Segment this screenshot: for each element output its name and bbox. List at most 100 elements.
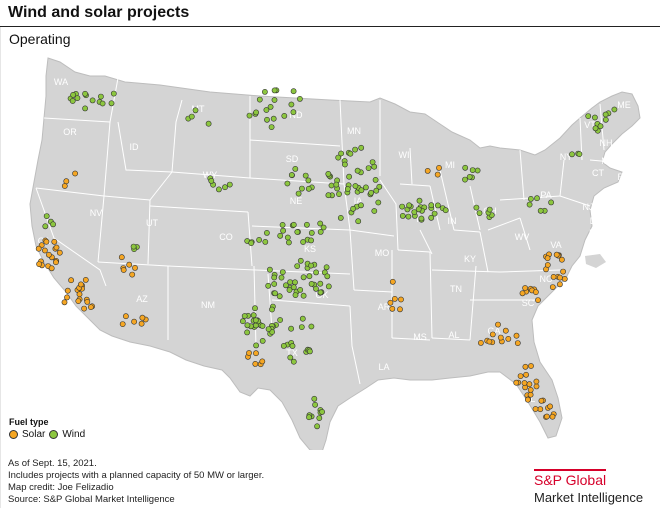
wind-project-dot xyxy=(344,186,351,192)
wind-project-dot xyxy=(358,202,364,209)
wind-project-dot xyxy=(74,95,81,101)
wind-project-dot xyxy=(82,105,88,112)
wind-project-dot xyxy=(281,113,288,119)
wind-project-dot xyxy=(347,150,354,157)
wind-project-dot xyxy=(548,199,554,206)
solar-project-dot xyxy=(51,238,58,245)
solar-project-dot xyxy=(544,413,550,420)
wind-project-dot xyxy=(244,322,251,329)
wind-project-dot xyxy=(288,101,295,108)
solar-project-dot xyxy=(391,295,398,302)
wind-project-dot xyxy=(271,274,278,281)
wind-project-dot xyxy=(352,146,358,153)
wind-project-dot xyxy=(279,221,286,228)
wind-project-dot xyxy=(362,184,369,191)
solar-project-dot xyxy=(513,332,520,339)
solar-project-dot xyxy=(502,327,509,334)
solar-project-dot xyxy=(63,178,70,185)
wind-project-dot xyxy=(434,202,441,209)
wind-project-dot xyxy=(256,236,262,243)
wind-project-dot xyxy=(277,232,284,239)
wind-project-dot xyxy=(215,186,222,193)
solar-project-dot xyxy=(389,305,396,312)
solar-project-dot xyxy=(42,247,48,254)
state-label-nv: NV xyxy=(90,208,103,218)
wind-project-dot xyxy=(290,221,297,228)
wind-project-dot xyxy=(296,96,303,102)
solar-project-dot xyxy=(68,277,74,284)
solar-project-dot xyxy=(537,406,544,413)
state-label-ga: GA xyxy=(487,326,500,336)
wind-project-dot xyxy=(323,264,330,271)
wind-project-dot xyxy=(222,184,228,191)
wind-project-dot xyxy=(372,176,379,183)
wind-project-dot xyxy=(317,280,324,287)
wind-project-dot xyxy=(585,113,592,119)
wind-project-dot xyxy=(537,207,544,214)
solar-project-dot xyxy=(123,313,129,320)
legend-title: Fuel type xyxy=(9,417,49,427)
wind-project-dot xyxy=(284,180,291,187)
wind-project-dot xyxy=(298,324,305,330)
wind-project-dot xyxy=(337,214,344,221)
wind-project-dot xyxy=(526,201,533,208)
state-label-az: AZ xyxy=(136,294,148,304)
wind-project-dot xyxy=(42,223,49,230)
solar-project-dot xyxy=(139,314,146,321)
state-label-al: AL xyxy=(448,330,459,340)
wind-project-dot xyxy=(241,313,248,319)
wind-project-dot xyxy=(338,150,344,157)
wind-project-dot xyxy=(205,120,212,127)
state-label-wa: WA xyxy=(54,77,68,87)
solar-project-dot xyxy=(514,340,521,346)
solar-project-dot xyxy=(82,276,89,283)
solar-project-dot xyxy=(88,304,94,310)
us-land-shape xyxy=(29,57,641,450)
solar-project-dot xyxy=(387,299,394,306)
wind-project-dot xyxy=(369,159,376,165)
wind-project-dot xyxy=(308,280,315,287)
solar-dot-icon xyxy=(9,430,18,439)
wind-project-dot xyxy=(289,343,296,349)
wind-project-dot xyxy=(264,116,270,123)
footnote-source: Source: S&P Global Market Intelligence xyxy=(8,494,175,505)
solar-project-dot xyxy=(521,380,528,386)
state-label-ut: UT xyxy=(146,218,158,228)
wind-project-dot xyxy=(244,329,250,336)
wind-project-dot xyxy=(298,185,305,192)
wind-project-dot xyxy=(277,317,283,323)
solar-project-dot xyxy=(535,297,541,303)
wind-project-dot xyxy=(268,124,275,130)
state-label-nd: ND xyxy=(290,110,303,120)
wind-project-dot xyxy=(284,234,291,241)
title-bar: Wind and solar projects xyxy=(0,0,660,27)
wind-project-dot xyxy=(303,221,310,228)
wind-project-dot xyxy=(272,290,278,297)
wind-project-dot xyxy=(316,415,323,421)
wind-project-dot xyxy=(476,210,483,216)
solar-project-dot xyxy=(557,281,563,288)
footnotes: As of Sept. 15, 2021. Includes projects … xyxy=(8,458,264,506)
state-label-in: IN xyxy=(448,216,457,226)
state-label-wy: WY xyxy=(203,170,218,180)
wind-project-dot xyxy=(306,273,313,280)
solar-project-dot xyxy=(46,251,52,258)
state-label-tn: TN xyxy=(450,284,462,294)
wind-project-dot xyxy=(290,109,297,116)
wind-project-dot xyxy=(278,274,285,281)
state-label-mo: MO xyxy=(375,248,390,258)
wind-project-dot xyxy=(285,239,292,246)
wind-project-dot xyxy=(269,306,275,313)
wind-project-dot xyxy=(294,229,301,235)
solar-project-dot xyxy=(525,396,531,403)
solar-project-dot xyxy=(519,290,526,297)
state-label-la: LA xyxy=(378,362,389,372)
wind-project-dot xyxy=(262,238,269,245)
wind-project-dot xyxy=(271,87,278,94)
solar-project-dot xyxy=(53,259,59,266)
wind-project-dot xyxy=(373,187,380,194)
solar-project-dot xyxy=(259,358,266,365)
wind-project-dot xyxy=(82,90,88,97)
wind-project-dot xyxy=(431,210,438,217)
wind-project-dot xyxy=(399,203,405,210)
